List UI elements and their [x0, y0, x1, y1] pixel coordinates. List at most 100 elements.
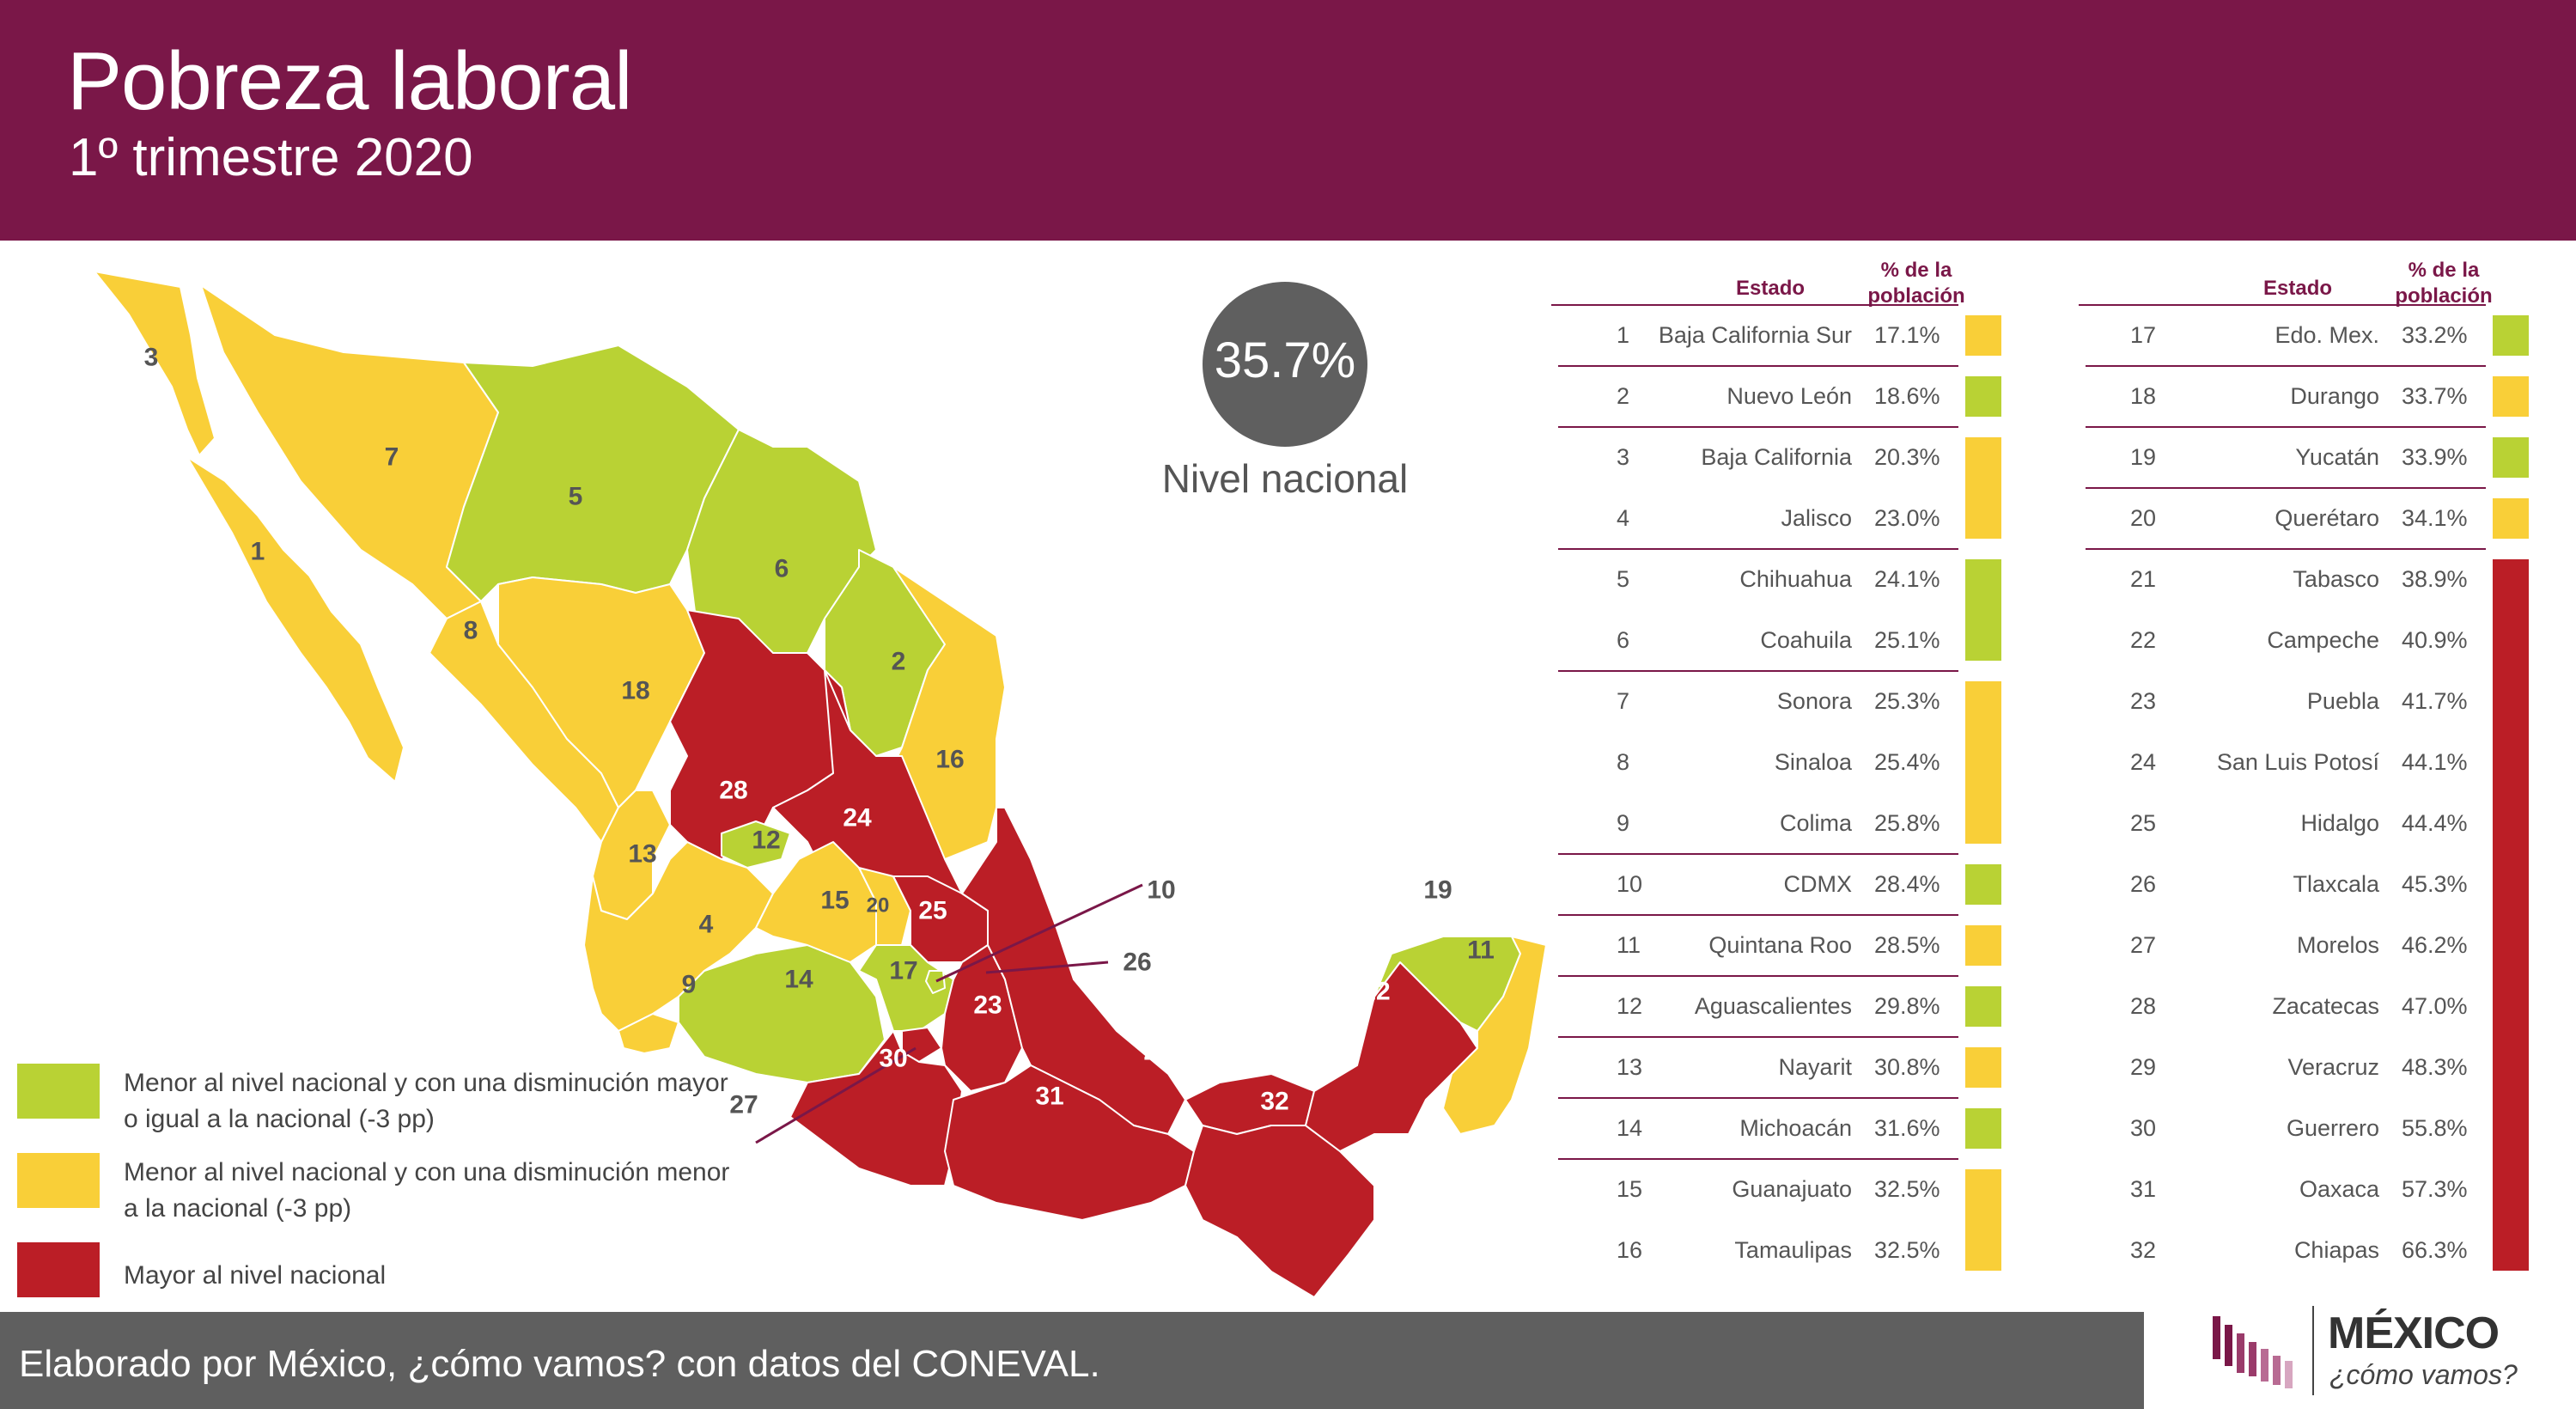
table-row: 6 Coahuila 25.1%	[1551, 610, 1940, 671]
table-row: 18 Durango 33.7%	[2079, 366, 2468, 427]
color-group-bar	[1965, 864, 2001, 905]
callout-line-10	[935, 883, 1143, 983]
row-rank: 20	[2130, 505, 2157, 531]
group-separator	[1558, 365, 1958, 367]
row-state-name: Tamaulipas	[1734, 1237, 1852, 1263]
color-group-bar	[1965, 1169, 2001, 1271]
table-row: 16 Tamaulipas 32.5%	[1551, 1220, 1940, 1281]
table-row: 11 Quintana Roo 28.5%	[1551, 915, 1940, 976]
table-row: 13 Nayarit 30.8%	[1551, 1037, 1940, 1098]
group-separator	[2086, 548, 2486, 550]
row-rank: 4	[1617, 505, 1630, 531]
row-state-name: Colima	[1779, 810, 1852, 836]
map-label-13: 13	[628, 840, 656, 869]
callout-line-26	[985, 961, 1109, 974]
row-value: 30.8%	[1874, 1054, 1940, 1080]
row-value: 20.3%	[1874, 444, 1940, 470]
map-label-7: 7	[385, 443, 399, 472]
row-value: 44.1%	[2402, 749, 2468, 775]
row-value: 28.4%	[1874, 871, 1940, 897]
table-row: 20 Querétaro 34.1%	[2079, 488, 2468, 549]
row-state-name: Veracruz	[2287, 1054, 2379, 1080]
header-pct: % de la población	[2395, 259, 2493, 308]
row-state-name: Durango	[2290, 383, 2379, 409]
table-row: 19 Yucatán 33.9%	[2079, 427, 2468, 488]
legend-swatch-green	[17, 1064, 100, 1119]
row-state-name: Quintana Roo	[1708, 932, 1852, 958]
map-label-25: 25	[918, 897, 947, 925]
table-row: 30 Guerrero 55.8%	[2079, 1098, 2468, 1159]
row-value: 31.6%	[1874, 1115, 1940, 1141]
map-state-1	[186, 456, 405, 783]
table-row: 21 Tabasco 38.9%	[2079, 549, 2468, 610]
row-state-name: Tabasco	[2293, 566, 2379, 592]
row-value: 40.9%	[2402, 627, 2468, 653]
color-group-bar	[1965, 1047, 2001, 1088]
table-row: 9 Colima 25.8%	[1551, 793, 1940, 854]
row-state-name: Edo. Mex.	[2275, 322, 2379, 348]
row-value: 45.3%	[2402, 871, 2468, 897]
map-label-32: 32	[1260, 1088, 1288, 1116]
legend-swatch-yellow	[17, 1153, 100, 1208]
group-separator	[1558, 426, 1958, 428]
table-row: 27 Morelos 46.2%	[2079, 915, 2468, 976]
group-separator	[1558, 1036, 1958, 1038]
group-separator	[2086, 365, 2486, 367]
row-rank: 5	[1617, 566, 1630, 592]
table-row: 23 Puebla 41.7%	[2079, 671, 2468, 732]
group-separator	[1558, 670, 1958, 672]
map-label-27: 27	[729, 1091, 758, 1119]
row-rank: 25	[2130, 810, 2157, 836]
row-state-name: Zacatecas	[2272, 993, 2379, 1019]
row-rank: 12	[1617, 993, 1643, 1019]
row-state-name: Sonora	[1776, 688, 1852, 714]
color-group-bar	[2493, 437, 2529, 478]
row-rank: 6	[1617, 627, 1630, 653]
row-rank: 18	[2130, 383, 2157, 409]
table-row: 29 Veracruz 48.3%	[2079, 1037, 2468, 1098]
header-rule	[2079, 304, 2486, 306]
row-rank: 7	[1617, 688, 1630, 714]
row-value: 32.5%	[1874, 1237, 1940, 1263]
group-separator	[1558, 1158, 1958, 1160]
map-state-9	[618, 1013, 679, 1054]
map-label-24: 24	[843, 804, 872, 833]
row-state-name: Michoacán	[1739, 1115, 1852, 1141]
row-state-name: CDMX	[1783, 871, 1853, 897]
logo-word: MÉXICO	[2328, 1308, 2500, 1358]
color-group-bar	[1965, 986, 2001, 1027]
map-state-32	[1184, 1125, 1375, 1298]
table-row: 3 Baja California 20.3%	[1551, 427, 1940, 488]
row-value: 47.0%	[2402, 993, 2468, 1019]
row-rank: 13	[1617, 1054, 1643, 1080]
table-row: 7 Sonora 25.3%	[1551, 671, 1940, 732]
map-state-3	[94, 271, 216, 456]
row-state-name: Yucatán	[2295, 444, 2379, 470]
map-label-26: 26	[1123, 948, 1151, 977]
row-state-name: Baja California Sur	[1658, 322, 1852, 348]
map-label-9: 9	[682, 971, 697, 999]
row-rank: 8	[1617, 749, 1630, 775]
map-state-14	[678, 944, 886, 1083]
color-group-bar	[1965, 681, 2001, 844]
color-group-bar	[2493, 559, 2529, 1271]
table-row: 2 Nuevo León 18.6%	[1551, 366, 1940, 427]
color-group-bar	[1965, 1108, 2001, 1149]
table-row: 14 Michoacán 31.6%	[1551, 1098, 1940, 1159]
table-row: 4 Jalisco 23.0%	[1551, 488, 1940, 549]
row-state-name: Morelos	[2296, 932, 2379, 958]
table-row: 24 San Luis Potosí 44.1%	[2079, 732, 2468, 793]
legend-text-green: Menor al nivel nacional y con una dismin…	[124, 1069, 728, 1133]
row-rank: 11	[1617, 932, 1641, 958]
header-rule	[1551, 304, 1958, 306]
row-state-name: Guanajuato	[1732, 1176, 1852, 1202]
color-group-bar	[1965, 559, 2001, 661]
row-state-name: Hidalgo	[2300, 810, 2379, 836]
row-rank: 3	[1617, 444, 1630, 470]
row-value: 33.7%	[2402, 383, 2468, 409]
map-state-11	[1442, 936, 1547, 1135]
map-label-14: 14	[784, 966, 813, 994]
row-rank: 15	[1617, 1176, 1643, 1202]
group-separator	[1558, 548, 1958, 550]
map-label-8: 8	[464, 617, 478, 645]
